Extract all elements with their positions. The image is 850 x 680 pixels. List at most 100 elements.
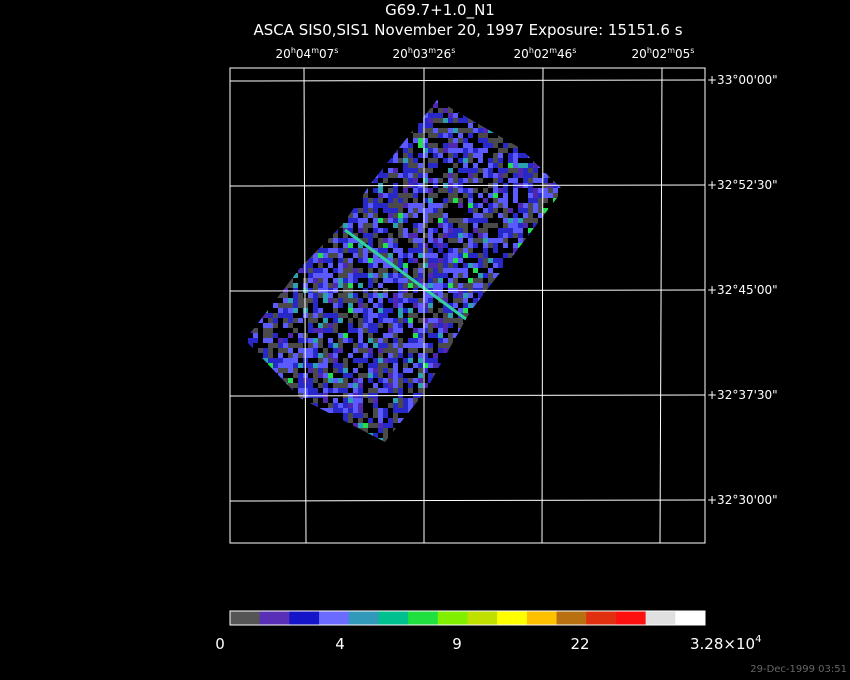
pixel: [293, 383, 298, 388]
pixel: [338, 403, 343, 408]
pixel: [493, 158, 498, 163]
pixel: [443, 328, 448, 333]
pixel: [318, 263, 323, 268]
pixel: [333, 238, 338, 243]
pixel: [293, 343, 298, 348]
pixel: [403, 218, 408, 223]
pixel: [538, 213, 543, 218]
pixel: [398, 208, 403, 213]
pixel: [343, 243, 348, 248]
pixel: [443, 263, 448, 268]
colorbar-cell: [675, 611, 706, 625]
pixel: [298, 333, 303, 338]
pixel: [408, 368, 413, 373]
pixel: [458, 138, 463, 143]
pixel: [358, 408, 363, 413]
pixel: [348, 398, 353, 403]
pixel: [383, 263, 388, 268]
pixel: [353, 368, 358, 373]
pixel: [528, 198, 533, 203]
pixel: [428, 178, 433, 183]
pixel: [478, 258, 483, 263]
pixel: [498, 173, 503, 178]
pixel: [383, 333, 388, 338]
pixel: [453, 163, 458, 168]
pixel: [453, 148, 458, 153]
pixel: [503, 208, 508, 213]
pixel: [413, 228, 418, 233]
pixel: [383, 318, 388, 323]
pixel: [353, 348, 358, 353]
pixel: [378, 418, 383, 423]
pixel: [488, 273, 493, 278]
pixel: [413, 258, 418, 263]
pixel: [343, 418, 348, 423]
pixel: [358, 338, 363, 343]
pixel: [493, 173, 498, 178]
pixel: [503, 143, 508, 148]
colorbar-label-exponent: 4: [755, 634, 761, 645]
pixel: [418, 358, 423, 363]
pixel: [443, 218, 448, 223]
pixel: [338, 343, 343, 348]
pixel: [368, 238, 373, 243]
pixel: [413, 188, 418, 193]
pixel: [428, 113, 433, 118]
pixel: [418, 243, 423, 248]
pixel: [403, 408, 408, 413]
ra-label-part: s: [572, 46, 576, 55]
pixel: [483, 138, 488, 143]
pixel: [368, 423, 373, 428]
pixel: [298, 353, 303, 358]
pixel: [308, 293, 313, 298]
pixel: [323, 323, 328, 328]
ra-label-part: 26: [436, 47, 451, 61]
pixel: [448, 218, 453, 223]
pixel: [503, 233, 508, 238]
pixel: [388, 203, 393, 208]
pixel: [398, 278, 403, 283]
pixel: [428, 328, 433, 333]
pixel: [368, 378, 373, 383]
pixel: [403, 163, 408, 168]
pixel: [343, 298, 348, 303]
pixel: [478, 158, 483, 163]
pixel: [513, 158, 518, 163]
pixel: [363, 373, 368, 378]
pixel: [408, 148, 413, 153]
colorbar-cell: [556, 611, 587, 625]
pixel: [438, 293, 443, 298]
ra-label: 20h02m05s: [632, 46, 695, 61]
pixel: [343, 293, 348, 298]
pixel: [283, 338, 288, 343]
pixel: [473, 253, 478, 258]
pixel: [333, 403, 338, 408]
pixel: [328, 298, 333, 303]
pixel: [508, 223, 513, 228]
pixel: [408, 168, 413, 173]
pixel: [438, 208, 443, 213]
pixel: [318, 278, 323, 283]
pixel: [378, 218, 383, 223]
pixel: [288, 363, 293, 368]
pixel: [378, 423, 383, 428]
pixel: [413, 248, 418, 253]
pixel: [398, 343, 403, 348]
pixel: [463, 303, 468, 308]
pixel: [418, 333, 423, 338]
pixel: [383, 278, 388, 283]
pixel: [318, 358, 323, 363]
pixel: [433, 158, 438, 163]
pixel: [428, 348, 433, 353]
pixel: [318, 383, 323, 388]
pixel: [338, 238, 343, 243]
pixel: [488, 168, 493, 173]
pixel: [368, 313, 373, 318]
pixel: [363, 328, 368, 333]
pixel: [433, 363, 438, 368]
pixel: [388, 328, 393, 333]
pixel: [443, 253, 448, 258]
pixel: [398, 248, 403, 253]
pixel: [518, 153, 523, 158]
pixel: [428, 128, 433, 133]
